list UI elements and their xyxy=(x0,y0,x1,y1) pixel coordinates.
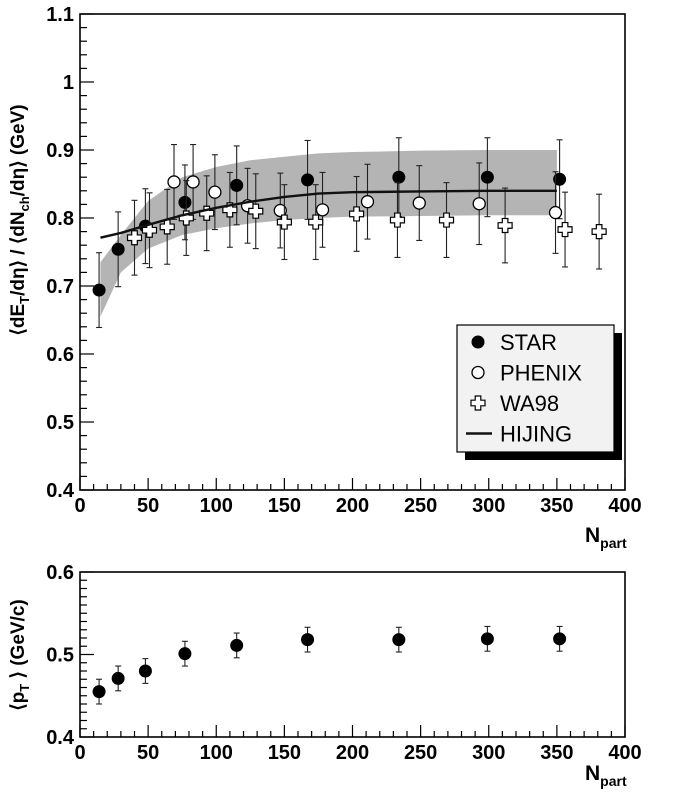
phenix-point xyxy=(548,205,563,220)
y-tick-label: 0.6 xyxy=(46,344,74,366)
bottom-panel: 0 50 100 150 200 250 300 350 400 0.4 0.5 0.6 Npart ⟨p… xyxy=(8,562,642,789)
x-tick-label: 250 xyxy=(404,742,437,764)
legend-marker-phenix xyxy=(471,365,485,380)
x-tick-label: 350 xyxy=(540,742,573,764)
star-point xyxy=(392,170,406,184)
phenix-point xyxy=(315,203,330,217)
star-point xyxy=(301,173,315,187)
phenix-point xyxy=(167,175,181,189)
star-point xyxy=(230,638,244,652)
star-point xyxy=(553,172,567,186)
y-tick-label: 0.5 xyxy=(46,645,74,667)
wa98-point xyxy=(276,214,292,230)
star-point xyxy=(480,170,494,184)
wa98-point xyxy=(248,203,264,219)
star-point xyxy=(92,283,106,297)
x-tick-label: 350 xyxy=(540,495,573,517)
x-tick-label: 300 xyxy=(472,742,505,764)
star-point xyxy=(92,685,106,699)
star-point xyxy=(230,178,244,192)
y-tick-label: 0.8 xyxy=(46,208,74,230)
phenix-point xyxy=(208,185,222,199)
star-point xyxy=(111,671,125,685)
y-tick-label: 0.9 xyxy=(46,140,74,162)
star-point xyxy=(301,633,315,647)
legend-label-hijing: HIJING xyxy=(500,422,572,447)
y-axis-label: ⟨dET/dη⟩ / ⟨dNch/dη⟩ (GeV) xyxy=(8,104,32,335)
wa98-point xyxy=(126,230,143,246)
legend: STAR PHENIX WA98 HIJING xyxy=(456,324,622,460)
x-tick-label: 150 xyxy=(268,495,301,517)
x-tick-label: 50 xyxy=(137,495,159,517)
wa98-point xyxy=(159,219,175,235)
star-point xyxy=(138,664,152,678)
star-point xyxy=(178,647,192,661)
y-tick-label: 0.4 xyxy=(46,480,75,502)
y-tick-label: 1 xyxy=(63,72,74,94)
x-axis-label: Npart xyxy=(585,524,627,551)
y-tick-label: 0.6 xyxy=(46,562,74,584)
legend-marker-star xyxy=(471,335,485,349)
x-tick-label: 100 xyxy=(200,742,233,764)
x-tick-label: 0 xyxy=(74,495,85,517)
x-tick-label: 400 xyxy=(608,495,641,517)
phenix-point xyxy=(360,195,375,209)
x-tick-label: 250 xyxy=(404,495,437,517)
legend-label-phenix: PHENIX xyxy=(500,361,582,386)
phenix-point xyxy=(412,196,426,210)
x-tick-label: 400 xyxy=(608,742,641,764)
phenix-point xyxy=(186,175,200,189)
star-point xyxy=(178,195,192,209)
wa98-point xyxy=(308,214,324,230)
y-axis-label: ⟨pT ⟩ (GeV/c) xyxy=(8,599,32,710)
x-tick-label: 0 xyxy=(74,742,85,764)
hijing-curve xyxy=(100,189,557,239)
star-point xyxy=(553,632,567,646)
wa98-point xyxy=(348,206,365,222)
x-tick-label: 300 xyxy=(472,495,505,517)
x-tick-label: 200 xyxy=(336,742,369,764)
y-tick-label: 0.5 xyxy=(46,412,74,434)
legend-label-wa98: WA98 xyxy=(500,391,559,416)
top-panel: 0 50 100 150 200 250 300 350 400 0.4 0.5 0.6 0.7 0.8 0… xyxy=(8,4,642,551)
bottom-plot-frame xyxy=(79,571,626,738)
x-tick-label: 100 xyxy=(200,495,233,517)
x-tick-label: 200 xyxy=(336,495,369,517)
phenix-point xyxy=(273,203,287,218)
wa98-point xyxy=(497,217,513,234)
legend-marker-wa98 xyxy=(470,395,486,411)
legend-label-star: STAR xyxy=(500,330,557,355)
y-tick-label: 0.7 xyxy=(46,276,74,298)
phenix-point xyxy=(472,197,486,211)
y-tick-label: 0.4 xyxy=(46,727,75,749)
wa98-point xyxy=(389,212,406,228)
legend-box xyxy=(456,324,615,453)
star-point xyxy=(111,242,125,256)
wa98-point xyxy=(557,221,573,238)
y-tick-label: 1.1 xyxy=(46,4,74,26)
star-point xyxy=(480,632,494,646)
x-tick-label: 50 xyxy=(137,742,159,764)
star-point xyxy=(392,633,406,647)
x-tick-label: 150 xyxy=(268,742,301,764)
x-axis-label: Npart xyxy=(585,762,627,789)
wa98-point xyxy=(438,212,455,228)
wa98-point xyxy=(591,224,607,240)
